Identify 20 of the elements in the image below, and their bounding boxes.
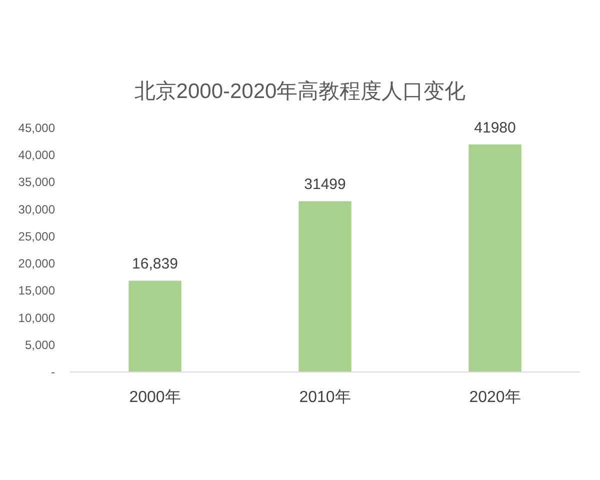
data-label: 41980 bbox=[474, 119, 516, 136]
x-tick-label: 2020年 bbox=[469, 389, 521, 406]
x-tick-label: 2010年 bbox=[299, 389, 351, 406]
bar bbox=[298, 201, 352, 372]
bar bbox=[128, 280, 182, 372]
y-tick-label: 35,000 bbox=[18, 175, 56, 190]
y-tick-label: 45,000 bbox=[18, 121, 56, 135]
x-tick-label: 2000年 bbox=[129, 389, 181, 406]
y-tick-label: 40,000 bbox=[18, 148, 56, 162]
bar bbox=[468, 144, 522, 372]
chart-title: 北京2000-2020年高教程度人口变化 bbox=[134, 80, 466, 103]
y-tick-label: - bbox=[51, 365, 55, 379]
y-tick-label: 20,000 bbox=[18, 256, 56, 271]
y-tick-label: 30,000 bbox=[18, 202, 56, 216]
y-tick-label: 10,000 bbox=[18, 310, 56, 325]
y-tick-label: 5,000 bbox=[24, 338, 56, 352]
data-label: 16,839 bbox=[132, 256, 178, 273]
y-tick-label: 25,000 bbox=[18, 229, 56, 244]
y-tick-label: 15,000 bbox=[18, 284, 56, 298]
data-label: 31499 bbox=[304, 176, 346, 194]
